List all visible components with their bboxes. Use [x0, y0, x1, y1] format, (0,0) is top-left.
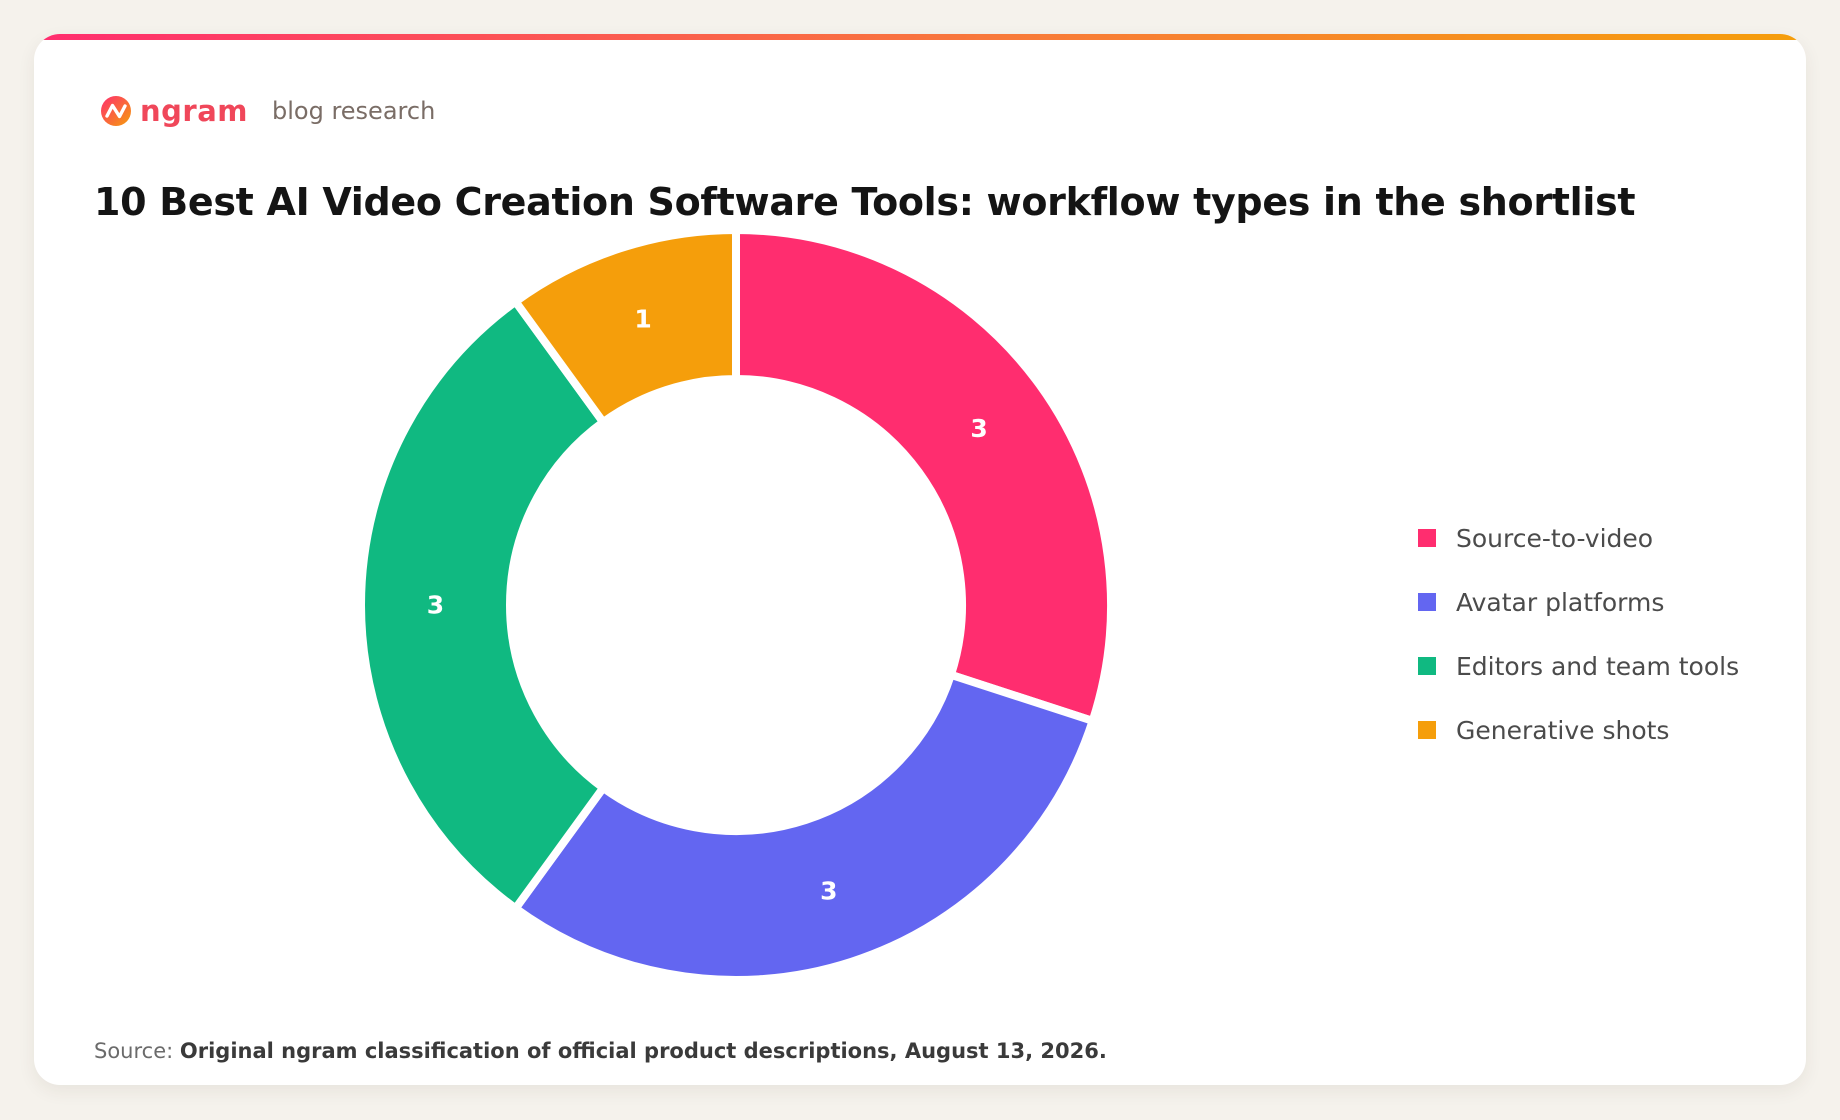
slice-generative-shots[interactable]: [511, 226, 740, 427]
legend-label: Editors and team tools: [1456, 651, 1740, 681]
legend-item-editors-and-team-tools[interactable]: Editors and team tools: [1418, 634, 1739, 698]
legend-swatch: [1418, 593, 1436, 611]
chart-title: 10 Best AI Video Creation Software Tools…: [94, 180, 1636, 224]
source-note: Source: Original ngram classification of…: [94, 1039, 1107, 1063]
slice-value-source-to-video: 3: [970, 414, 987, 443]
source-label: Source:: [94, 1039, 174, 1063]
legend-swatch: [1418, 529, 1436, 547]
legend-item-avatar-platforms[interactable]: Avatar platforms: [1418, 570, 1739, 634]
logo-text: ngram: [140, 94, 248, 128]
slice-value-editors-and-team-tools: 3: [427, 591, 444, 620]
legend-swatch: [1418, 721, 1436, 739]
source-text: Original ngram classification of officia…: [179, 1039, 1107, 1063]
legend-label: Avatar platforms: [1456, 587, 1665, 617]
legend-label: Source-to-video: [1456, 523, 1654, 553]
ngram-logo-icon: [101, 96, 131, 126]
slice-avatar-platforms[interactable]: [511, 670, 1097, 984]
legend-swatch: [1418, 657, 1436, 675]
logo-subtitle: blog research: [272, 97, 436, 125]
chart-legend: Source-to-video Avatar platforms Editors a…: [1418, 506, 1739, 762]
slice-editors-and-team-tools[interactable]: [357, 297, 608, 913]
legend-item-generative-shots[interactable]: Generative shots: [1418, 698, 1739, 762]
brand: ngram blog research: [100, 86, 435, 136]
slice-source-to-video[interactable]: [732, 226, 1115, 725]
slice-value-avatar-platforms: 3: [820, 876, 837, 905]
legend-label: Generative shots: [1456, 715, 1670, 745]
accent-bar: [34, 34, 1806, 40]
legend-item-source-to-video[interactable]: Source-to-video: [1418, 506, 1739, 570]
slice-value-generative-shots: 1: [634, 305, 651, 334]
